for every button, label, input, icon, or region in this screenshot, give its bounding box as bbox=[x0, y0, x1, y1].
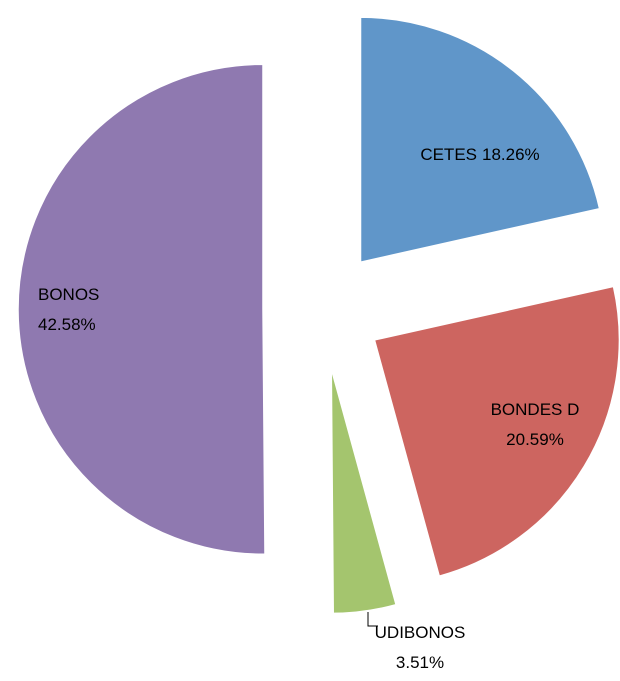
category-label: UDIBONOS bbox=[375, 623, 466, 642]
slice-label: CETES 18.26% bbox=[420, 145, 539, 164]
pie-slice bbox=[330, 368, 397, 615]
category-label: BONOS bbox=[38, 285, 99, 304]
value-label: 42.58% bbox=[38, 315, 96, 334]
value-label: 18.26% bbox=[482, 145, 540, 164]
category-label: CETES bbox=[420, 145, 477, 164]
pie-slice bbox=[17, 63, 266, 555]
category-label: BONDES D bbox=[491, 400, 580, 419]
leader-line bbox=[367, 612, 378, 627]
pie-slice bbox=[373, 285, 620, 578]
value-label: 3.51% bbox=[396, 653, 444, 672]
pie-slice bbox=[359, 16, 601, 264]
value-label: 20.59% bbox=[506, 430, 564, 449]
